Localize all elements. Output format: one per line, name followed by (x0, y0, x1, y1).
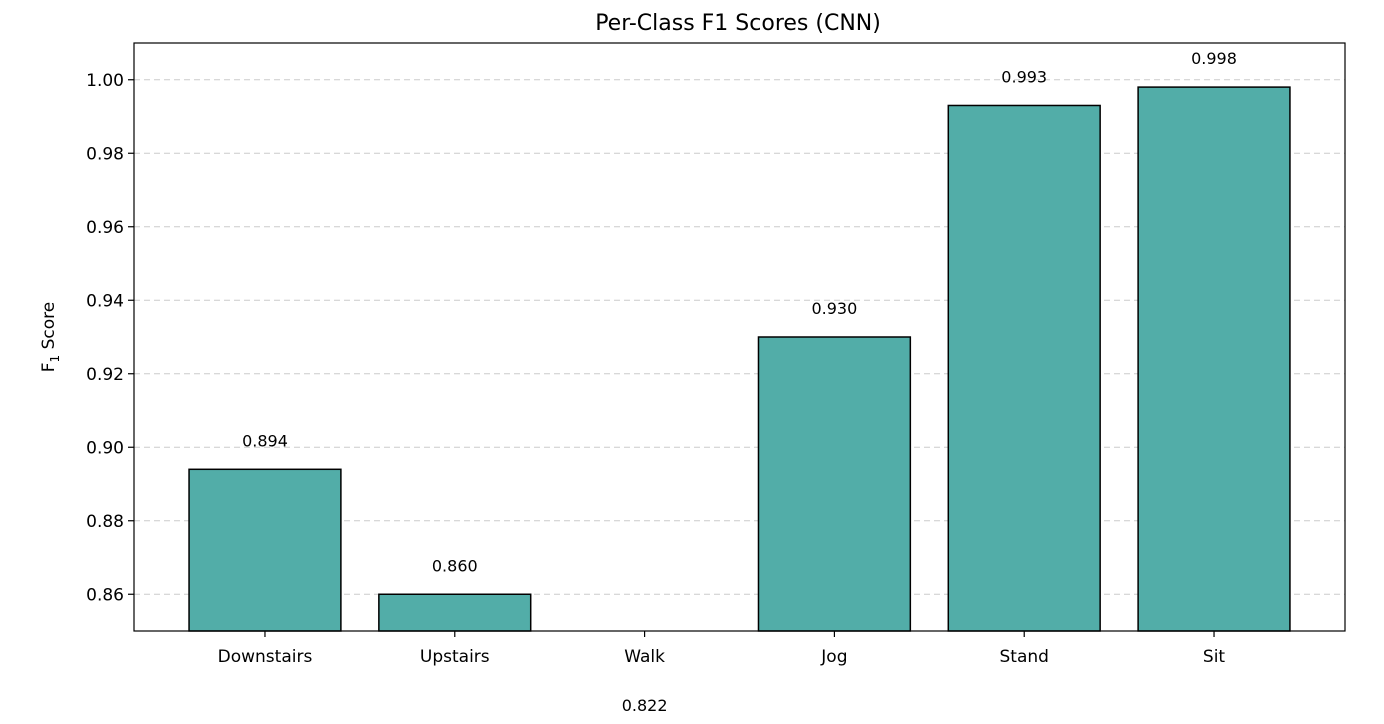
x-tick-label: Jog (820, 647, 847, 667)
chart-title: Per-Class F1 Scores (CNN) (595, 11, 881, 36)
data-label: 0.822 (622, 696, 668, 715)
bar-stand (947, 104, 1101, 632)
data-label: 0.860 (432, 556, 478, 575)
bar-upstairs (378, 593, 532, 632)
y-axis-label-main: F (39, 362, 59, 372)
y-tick-label: 0.90 (86, 438, 124, 458)
bar-sit (1137, 86, 1291, 632)
y-tick-label: 0.98 (86, 144, 124, 164)
y-ticks: 0.86 0.88 0.90 0.92 0.94 0.96 0.98 1.00 (86, 71, 134, 605)
data-label: 0.993 (1001, 67, 1047, 86)
data-labels: 0.894 0.860 0.822 0.930 0.993 0.998 (242, 49, 1237, 715)
y-tick-label: 0.96 (86, 218, 124, 238)
data-label: 0.894 (242, 431, 288, 450)
y-axis-label-rest: Score (39, 302, 59, 355)
x-tick-label: Walk (624, 647, 665, 667)
y-tick-label: 1.00 (86, 71, 124, 91)
x-tick-label: Downstairs (218, 647, 313, 667)
y-tick-label: 0.92 (86, 365, 124, 385)
data-label: 0.930 (811, 299, 857, 318)
bar-downstairs (188, 468, 342, 632)
bar-jog (757, 336, 912, 632)
x-ticks: Downstairs Upstairs Walk Jog Stand Sit (218, 631, 1226, 667)
y-tick-label: 0.94 (86, 291, 124, 311)
y-tick-label: 0.88 (86, 512, 124, 532)
data-label: 0.998 (1191, 49, 1237, 68)
x-tick-label: Stand (999, 647, 1048, 667)
plot-frame (133, 42, 1346, 632)
y-tick-label: 0.86 (86, 585, 124, 605)
y-axis-label: F1 Score (39, 302, 62, 372)
y-axis-label-sub: 1 (48, 355, 62, 363)
x-tick-label: Upstairs (420, 647, 490, 667)
x-tick-label: Sit (1203, 647, 1226, 667)
bars (188, 86, 1291, 632)
